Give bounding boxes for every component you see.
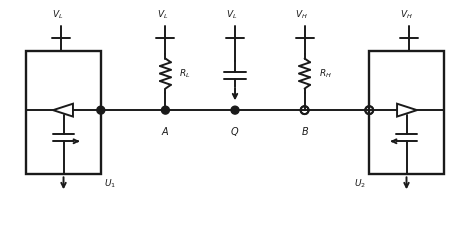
- Text: $V_L$: $V_L$: [53, 9, 64, 21]
- Circle shape: [97, 106, 105, 114]
- Text: $V_H$: $V_H$: [400, 9, 412, 21]
- Bar: [26, 51, 101, 174]
- Text: $A$: $A$: [161, 125, 170, 137]
- Text: $U_1$: $U_1$: [104, 177, 116, 190]
- Bar: [369, 51, 444, 174]
- Circle shape: [162, 106, 169, 114]
- Text: $V_H$: $V_H$: [295, 9, 308, 21]
- Text: $V_L$: $V_L$: [157, 9, 168, 21]
- Text: $B$: $B$: [301, 125, 309, 137]
- Text: $V_L$: $V_L$: [227, 9, 237, 21]
- Circle shape: [231, 106, 239, 114]
- Text: $R_H$: $R_H$: [319, 67, 331, 80]
- Text: $Q$: $Q$: [230, 125, 240, 138]
- Text: $U_2$: $U_2$: [354, 177, 366, 190]
- Text: $R_L$: $R_L$: [179, 67, 191, 80]
